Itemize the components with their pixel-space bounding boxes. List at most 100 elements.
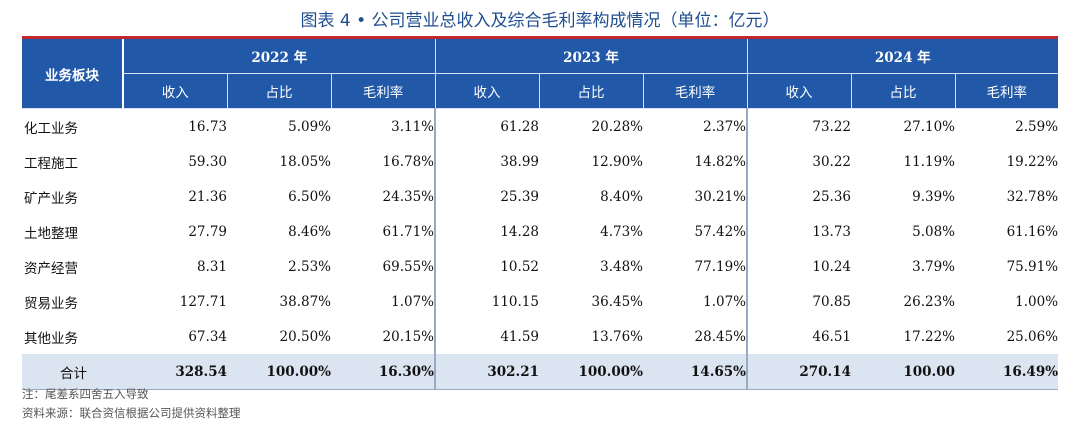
subheader-share: 占比 <box>539 73 644 109</box>
revenue-cell: 110.15 <box>491 293 539 310</box>
table-header: 业务板块 2022 年 2023 年 2024 年 收入 占比 毛利率 收入 占… <box>22 37 1059 109</box>
table-row: 其他业务 67.34 20.50% 20.15% 41.59 13.76% 28.45% 46… <box>22 319 1059 354</box>
table-body: 化工业务 16.73 5.09% 3.11% 61.28 20.28% 2.37% 73.22… <box>22 108 1059 390</box>
revenue-cell: 27.79 <box>188 223 227 240</box>
row-label: 其他业务 <box>24 330 78 347</box>
revenue-cell: 270.14 <box>747 354 852 390</box>
margin-cell: 32.78% <box>1006 188 1059 205</box>
source-note: 资料来源：联合资信根据公司提供资料整理 <box>22 406 241 420</box>
share-cell: 26.23% <box>903 293 956 310</box>
share-cell: 18.05% <box>279 153 331 170</box>
row-label: 资产经营 <box>24 260 78 277</box>
revenue-cell: 59.30 <box>188 153 227 170</box>
revenue-cell: 127.71 <box>179 293 227 310</box>
table-row: 工程施工 59.30 18.05% 16.78% 38.99 12.90% 14.82% 30… <box>22 144 1059 179</box>
share-cell: 17.22% <box>903 328 956 345</box>
margin-cell: 61.16% <box>1006 223 1059 240</box>
row-label: 矿产业务 <box>24 190 78 207</box>
revenue-cell: 38.99 <box>500 153 539 170</box>
share-cell: 100.00 <box>851 354 956 390</box>
share-cell: 3.79% <box>912 258 956 275</box>
row-label: 工程施工 <box>24 155 78 172</box>
margin-cell: 16.30% <box>331 354 436 390</box>
margin-cell: 14.65% <box>643 354 749 390</box>
table-row: 化工业务 16.73 5.09% 3.11% 61.28 20.28% 2.37% 73.22… <box>22 108 1059 144</box>
margin-cell: 1.00% <box>1015 293 1059 310</box>
margin-cell: 77.19% <box>643 249 749 284</box>
share-cell: 13.76% <box>591 328 643 345</box>
revenue-cell: 25.36 <box>812 188 852 205</box>
margin-cell: 2.59% <box>1015 118 1059 135</box>
subheader-revenue: 收入 <box>123 73 228 109</box>
year-header: 2024 年 <box>747 37 1059 74</box>
margin-cell: 57.42% <box>643 214 749 249</box>
revenue-cell: 16.73 <box>188 118 227 135</box>
subheader-margin: 毛利率 <box>643 73 748 109</box>
share-cell: 12.90% <box>591 153 643 170</box>
revenue-cell: 46.51 <box>812 328 852 345</box>
subheader-margin: 毛利率 <box>955 73 1059 109</box>
margin-cell: 2.37% <box>643 108 749 144</box>
share-cell: 11.19% <box>903 153 956 170</box>
margin-cell: 20.15% <box>331 319 436 354</box>
revenue-cell: 41.59 <box>500 328 539 345</box>
share-cell: 4.73% <box>600 223 643 240</box>
margin-cell: 1.07% <box>643 284 749 319</box>
revenue-cell: 21.36 <box>188 188 227 205</box>
margin-cell: 28.45% <box>643 319 749 354</box>
subheader-share: 占比 <box>227 73 332 109</box>
revenue-margin-table: 业务板块 2022 年 2023 年 2024 年 收入 占比 毛利率 收入 占… <box>22 36 1059 390</box>
revenue-cell: 70.85 <box>812 293 852 310</box>
table-row: 土地整理 27.79 8.46% 61.71% 14.28 4.73% 57.42% 13.7… <box>22 214 1059 249</box>
share-cell: 5.09% <box>288 118 331 135</box>
margin-cell: 16.78% <box>331 144 436 179</box>
share-cell: 9.39% <box>912 188 956 205</box>
margin-cell: 3.11% <box>331 108 436 144</box>
share-cell: 5.08% <box>912 223 956 240</box>
share-cell: 100.00% <box>539 354 643 390</box>
table-row: 矿产业务 21.36 6.50% 24.35% 25.39 8.40% 30.21% 25.3… <box>22 179 1059 214</box>
margin-cell: 69.55% <box>331 249 436 284</box>
share-cell: 6.50% <box>288 188 331 205</box>
margin-cell: 30.21% <box>643 179 749 214</box>
share-cell: 100.00% <box>227 354 331 390</box>
share-cell: 8.40% <box>600 188 643 205</box>
row-label: 土地整理 <box>24 225 78 242</box>
revenue-cell: 14.28 <box>500 223 539 240</box>
revenue-cell: 61.28 <box>500 118 539 135</box>
margin-cell: 16.49% <box>955 354 1059 390</box>
margin-cell: 25.06% <box>1006 328 1059 345</box>
share-cell: 3.48% <box>600 258 643 275</box>
year-header: 2022 年 <box>123 37 436 74</box>
table-row: 资产经营 8.31 2.53% 69.55% 10.52 3.48% 77.19% 10.24… <box>22 249 1059 284</box>
share-cell: 8.46% <box>288 223 331 240</box>
share-cell: 27.10% <box>903 118 956 135</box>
row-label: 化工业务 <box>24 120 78 137</box>
revenue-cell: 10.24 <box>812 258 852 275</box>
margin-cell: 24.35% <box>331 179 436 214</box>
margin-cell: 61.71% <box>331 214 436 249</box>
total-label: 合计 <box>22 354 123 390</box>
row-label: 贸易业务 <box>24 295 78 312</box>
revenue-cell: 10.52 <box>500 258 539 275</box>
share-cell: 2.53% <box>288 258 331 275</box>
subheader-revenue: 收入 <box>747 73 852 109</box>
table-row: 贸易业务 127.71 38.87% 1.07% 110.15 36.45% 1.07% 70… <box>22 284 1059 319</box>
revenue-cell: 8.31 <box>196 258 227 275</box>
margin-cell: 1.07% <box>331 284 436 319</box>
revenue-cell: 328.54 <box>123 354 227 390</box>
share-cell: 38.87% <box>279 293 331 310</box>
footnote: 注：尾差系四舍五入导致 <box>22 387 149 401</box>
share-cell: 36.45% <box>591 293 643 310</box>
segment-header: 业务板块 <box>22 37 124 109</box>
subheader-margin: 毛利率 <box>331 73 436 109</box>
revenue-cell: 67.34 <box>188 328 227 345</box>
subheader-share: 占比 <box>851 73 956 109</box>
year-header: 2023 年 <box>435 37 748 74</box>
revenue-cell: 73.22 <box>812 118 852 135</box>
subheader-revenue: 收入 <box>435 73 540 109</box>
revenue-cell: 30.22 <box>812 153 852 170</box>
figure-title: 图表 4 • 公司营业总收入及综合毛利率构成情况（单位：亿元） <box>300 11 780 31</box>
revenue-cell: 25.39 <box>500 188 539 205</box>
revenue-cell: 13.73 <box>812 223 852 240</box>
